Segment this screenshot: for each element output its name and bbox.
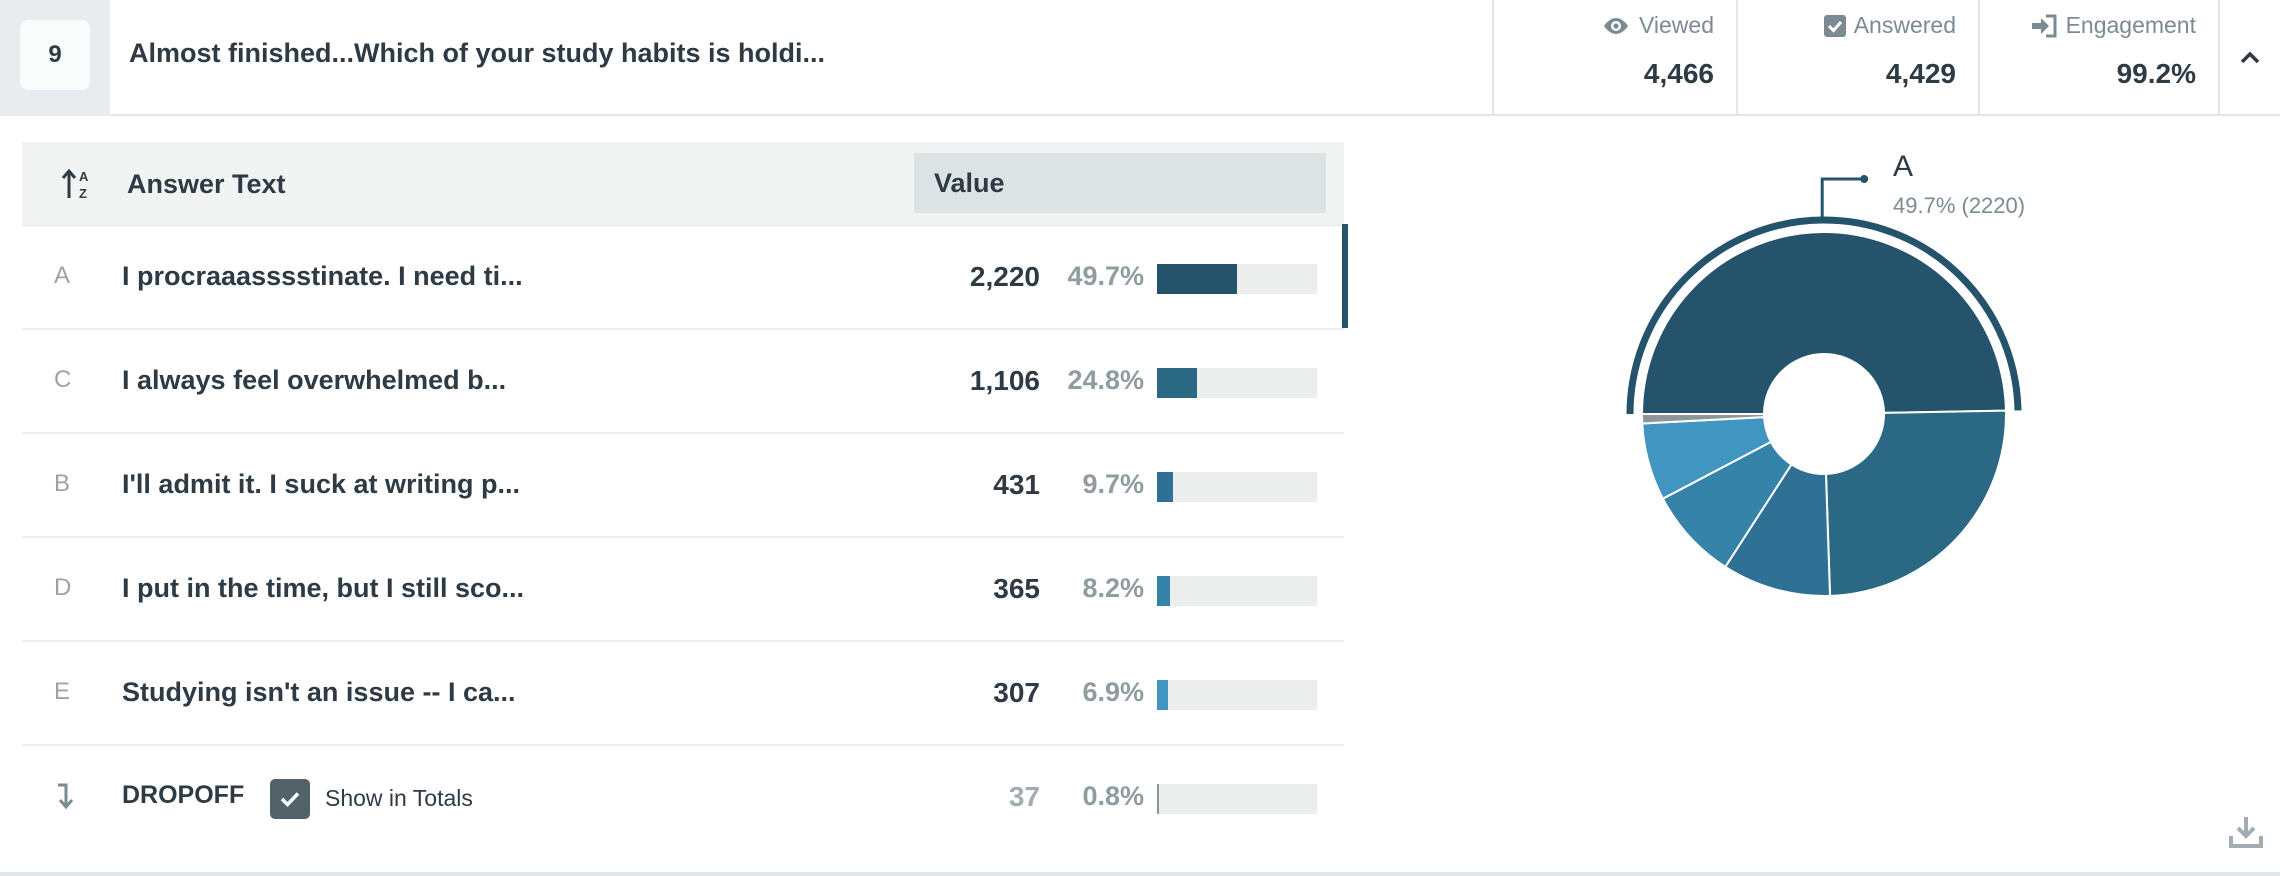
stat-answered: Answered 4,429 <box>1736 0 1978 116</box>
dropoff-row: DROPOFF Show in Totals 37 0.8% <box>22 746 1344 850</box>
answer-text: Studying isn't an issue -- I ca... <box>122 677 516 707</box>
percent-bar-fill <box>1157 784 1159 814</box>
pie-slice-a[interactable] <box>1640 231 2007 415</box>
percent-bar <box>1157 576 1317 606</box>
answer-percent: 8.2% <box>1082 573 1144 603</box>
dropoff-label: DROPOFF <box>122 781 245 809</box>
answer-text: I put in the time, but I still sco... <box>122 573 525 603</box>
answer-text: I'll admit it. I suck at writing p... <box>122 469 520 499</box>
answer-count: 365 <box>993 573 1040 604</box>
answer-text: I always feel overwhelmed b... <box>122 365 507 395</box>
percent-bar-fill <box>1157 264 1237 294</box>
engagement-value: 99.2% <box>2116 58 2196 89</box>
sort-alpha-icon[interactable]: A Z <box>60 166 94 202</box>
stat-engagement: Engagement 99.2% <box>1978 0 2218 116</box>
pie-chart <box>1626 175 2022 597</box>
checkbox-icon <box>1823 14 1846 37</box>
engagement-label: Engagement <box>2065 12 2196 38</box>
table-row[interactable]: E Studying isn't an issue -- I ca... 307… <box>22 642 1344 746</box>
value-header[interactable]: Value <box>914 153 1326 213</box>
table-row[interactable]: B I'll admit it. I suck at writing p... … <box>22 434 1344 538</box>
dropoff-count: 37 <box>1008 781 1040 812</box>
percent-bar-fill <box>1157 472 1173 502</box>
chart-callout-letter: A <box>1893 150 1914 183</box>
percent-bar-fill <box>1157 576 1171 606</box>
answer-percent: 24.8% <box>1067 365 1144 395</box>
show-in-totals-label[interactable]: Show in Totals <box>325 785 473 811</box>
percent-bar-fill <box>1157 368 1197 398</box>
percent-bar <box>1157 264 1317 294</box>
viewed-label: Viewed <box>1638 12 1714 38</box>
answered-value: 4,429 <box>1885 58 1956 89</box>
percent-bar-fill <box>1157 680 1169 710</box>
show-in-totals-checkbox[interactable] <box>270 779 310 819</box>
question-number-panel: 9 <box>0 0 110 116</box>
pie-slice-c[interactable] <box>1824 409 2007 597</box>
answer-letter: C <box>54 366 72 393</box>
table-row[interactable]: A I procraaasssstinate. I need ti... 2,2… <box>22 224 1348 330</box>
answer-percent: 9.7% <box>1082 469 1144 499</box>
stat-viewed: Viewed 4,466 <box>1492 0 1736 116</box>
answer-letter: B <box>54 470 71 497</box>
checkmark-icon <box>280 792 300 808</box>
answer-count: 1,106 <box>969 365 1040 396</box>
answer-count: 431 <box>993 469 1040 500</box>
svg-text:A: A <box>79 169 89 184</box>
sign-in-icon <box>2031 14 2057 37</box>
answer-text: I procraaasssstinate. I need ti... <box>122 261 523 291</box>
chart-callout-value: 49.7% (2220) <box>1893 193 2026 218</box>
dropoff-arrow-icon <box>58 783 74 810</box>
question-header: 9 Almost finished...Which of your study … <box>0 0 2280 116</box>
answer-letter: E <box>54 678 71 705</box>
table-row[interactable]: D I put in the time, but I still sco... … <box>22 538 1344 642</box>
percent-bar <box>1157 368 1317 398</box>
callout-leader-line <box>1820 177 1865 218</box>
answer-letter: D <box>54 574 72 601</box>
question-title[interactable]: Almost finished...Which of your study ha… <box>129 38 826 68</box>
bottom-border <box>0 872 2280 876</box>
answered-label: Answered <box>1853 12 1956 38</box>
dropoff-percent: 0.8% <box>1082 781 1144 811</box>
answer-text-header[interactable]: Answer Text <box>127 169 286 199</box>
percent-bar <box>1157 680 1317 710</box>
answer-letter: A <box>54 262 71 289</box>
table-row[interactable]: C I always feel overwhelmed b... 1,106 2… <box>22 330 1344 434</box>
answer-percent: 6.9% <box>1082 677 1144 707</box>
eye-icon <box>1603 17 1628 34</box>
answer-count: 2,220 <box>969 261 1040 292</box>
chevron-up-icon <box>2240 51 2260 64</box>
viewed-value: 4,466 <box>1643 58 1714 89</box>
answer-count: 307 <box>993 677 1040 708</box>
download-icon[interactable] <box>2228 814 2264 850</box>
percent-bar <box>1157 472 1317 502</box>
highlight-arc <box>1626 216 2022 415</box>
pie-slice-dropoff[interactable] <box>1640 413 1766 425</box>
svg-text:Z: Z <box>79 186 87 201</box>
answer-percent: 49.7% <box>1067 261 1144 291</box>
collapse-button[interactable] <box>2218 0 2280 116</box>
percent-bar <box>1157 784 1317 814</box>
question-number: 9 <box>20 20 90 90</box>
callout-dot <box>1860 175 1869 184</box>
table-header: A Z Answer Text Value <box>22 142 1344 226</box>
